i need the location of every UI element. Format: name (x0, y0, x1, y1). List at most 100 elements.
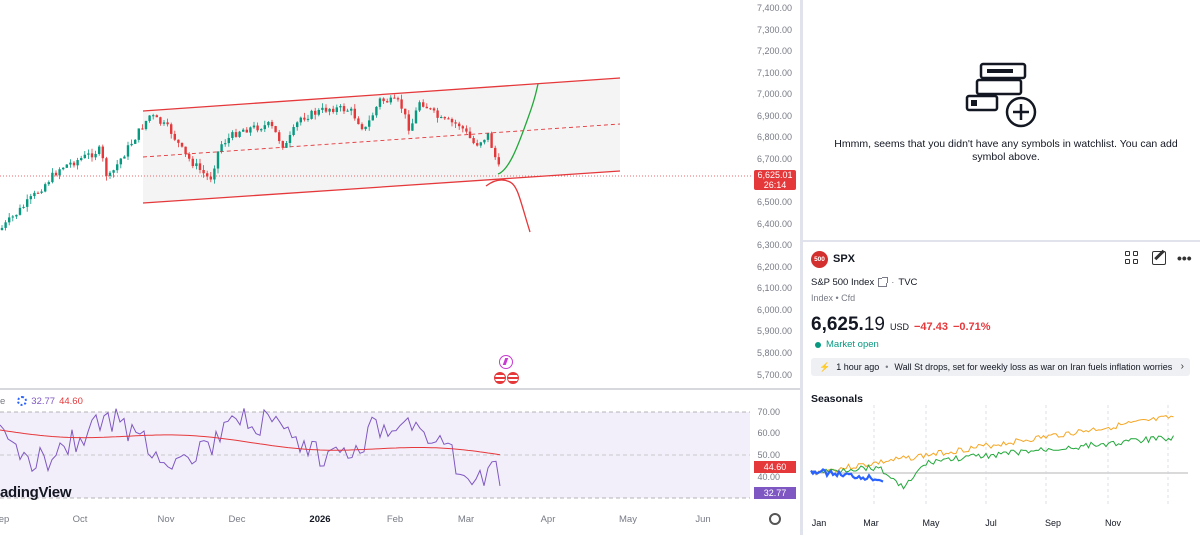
candle-body (126, 145, 130, 157)
market-status: Market open (815, 339, 879, 350)
candle-body (494, 147, 497, 158)
candle-body (134, 139, 137, 144)
news-headline-bar[interactable]: ⚡ 1 hour ago • Wall St drops, set for we… (811, 358, 1190, 376)
candle-body (123, 156, 126, 159)
layout-grid-icon[interactable] (1125, 251, 1139, 265)
last-price-value: 6,625.01 (757, 170, 793, 180)
candle-body (353, 108, 356, 119)
candle-body (40, 191, 43, 193)
candle-body (11, 216, 14, 218)
candle-body (389, 97, 392, 103)
candle-body (306, 118, 310, 120)
time-tick-label: Dec (229, 514, 246, 525)
candle-body (173, 133, 176, 140)
seasonal-line-blue (810, 468, 884, 483)
panel-divider[interactable] (800, 0, 803, 535)
seasonals-title: Seasonals (811, 393, 863, 405)
rsi-legend[interactable]: e 32.77 44.60 (0, 394, 83, 408)
candle-body (15, 214, 18, 217)
us-flag-event-icon[interactable] (493, 372, 506, 384)
price-tick-label: 6,000.00 (757, 305, 792, 315)
candle-body (249, 127, 252, 133)
candle-body (18, 207, 22, 215)
time-axis[interactable]: ep Oct Nov Dec 2026 Feb Mar Apr May Jun (0, 514, 711, 525)
candle-body (231, 132, 234, 138)
candle-body (224, 143, 227, 145)
symbol-full-name[interactable]: S&P 500 Index (811, 277, 875, 288)
price-axis[interactable]: 7,400.00 7,300.00 7,200.00 7,100.00 7,000.00… (757, 3, 792, 380)
rsi-level-label: 60.00 (757, 428, 780, 438)
candle-body (447, 118, 450, 120)
candle-body (375, 106, 378, 116)
candle-body (101, 146, 104, 159)
candle-body (22, 206, 25, 208)
events-markers[interactable] (493, 355, 519, 384)
candle-body (198, 163, 202, 170)
symbol-details-panel: 500 SPX ••• S&P 500 Index · TVC Index • … (803, 242, 1200, 535)
candle-body (148, 115, 151, 121)
panel-separator[interactable] (803, 240, 1200, 242)
seasonals-chart[interactable]: Jan Mar May Jul Sep Nov (803, 405, 1200, 535)
candle-body (238, 131, 241, 137)
candle-body (324, 107, 328, 112)
candle-body (364, 126, 367, 130)
candle-body (33, 192, 36, 197)
bullish-projection[interactable] (497, 83, 539, 175)
candle-body (296, 122, 299, 128)
price-tick-label: 5,800.00 (757, 348, 792, 358)
candle-body (188, 154, 191, 159)
candle-body (483, 139, 486, 143)
candle-body (144, 120, 148, 130)
candle-body (425, 106, 428, 109)
edit-note-icon[interactable] (1152, 251, 1166, 265)
candle-body (278, 132, 281, 142)
candle-body (292, 127, 295, 136)
price-tick-label: 5,900.00 (757, 326, 792, 336)
price-tick-label: 7,300.00 (757, 25, 792, 35)
time-tick-label: ep (0, 514, 9, 525)
candle-body (407, 114, 410, 131)
us-flag-event-icon[interactable] (506, 372, 519, 384)
candle-body (170, 124, 173, 134)
candle-body (288, 135, 292, 143)
price-chart[interactable]: 7,400.00 7,300.00 7,200.00 7,100.00 7,000.00… (0, 0, 800, 535)
candle-body (220, 144, 223, 152)
time-tick-label: 2026 (309, 514, 330, 525)
candle-body (8, 217, 11, 223)
symbol-name-row: S&P 500 Index · TVC (811, 277, 917, 288)
chart-settings-gear-icon[interactable] (769, 513, 781, 525)
market-status-label: Market open (826, 339, 879, 350)
price-tick-label: 7,200.00 (757, 46, 792, 56)
candle-body (378, 98, 382, 107)
chart-pane[interactable]: 7,400.00 7,300.00 7,200.00 7,100.00 7,000.00… (0, 0, 800, 535)
seasonals-month-label: Jan (812, 518, 827, 528)
rsi-settings-icon[interactable] (17, 396, 28, 406)
candle-body (458, 123, 461, 127)
earnings-event-icon[interactable] (499, 355, 513, 369)
candle-body (368, 120, 371, 127)
candle-body (450, 119, 454, 123)
candle-body (432, 108, 436, 111)
price-currency: USD (889, 322, 909, 332)
seasonals-month-label: May (922, 518, 940, 528)
candle-body (360, 124, 364, 130)
channel-upper-line[interactable] (142, 77, 621, 112)
candle-body (440, 117, 443, 119)
candle-body (166, 122, 169, 125)
price-tick-label: 6,500.00 (757, 197, 792, 207)
candle-body (98, 146, 101, 154)
chevron-right-icon[interactable]: › (1180, 361, 1184, 372)
candle-body (342, 106, 346, 112)
candle-body (443, 117, 446, 119)
candle-body (162, 122, 166, 124)
candle-body (130, 143, 133, 146)
candle-body (411, 123, 414, 131)
rsi-line (0, 408, 501, 486)
candle-body (321, 107, 324, 110)
candle-body (245, 129, 248, 133)
external-link-icon[interactable] (878, 277, 889, 287)
bearish-projection[interactable] (485, 179, 531, 233)
rsi-legend-prefix: e (0, 395, 6, 407)
more-options-icon[interactable]: ••• (1177, 250, 1192, 266)
symbol-ticker[interactable]: SPX (833, 253, 856, 265)
